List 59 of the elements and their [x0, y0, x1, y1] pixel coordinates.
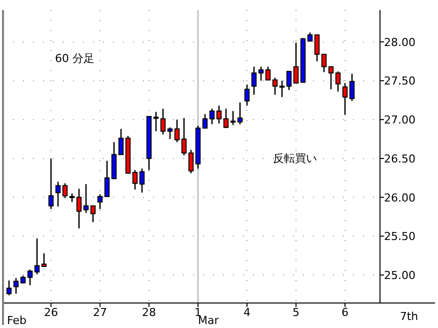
candlestick: [104, 160, 110, 198]
candlestick: [41, 252, 47, 268]
x-tick-label: 26: [44, 306, 58, 319]
y-tick-label: 27.00: [384, 114, 416, 127]
candlestick: [188, 149, 194, 174]
candlestick: [6, 280, 12, 296]
annotation: 反転買い: [273, 152, 317, 165]
candlestick: [258, 66, 264, 82]
candlestick: [62, 182, 68, 199]
candlestick: [314, 34, 320, 62]
candlestick: [13, 277, 19, 294]
y-tick-label: 28.00: [384, 36, 416, 49]
x-tick-label: 28: [142, 306, 156, 319]
candlestick: [34, 238, 40, 275]
candlestick: [328, 66, 334, 90]
x-tick-label: 27: [93, 306, 108, 319]
candlestick: [216, 104, 222, 124]
candlestick: [90, 205, 96, 223]
candlestick: [132, 169, 138, 190]
candlestick: [223, 108, 229, 129]
candlestick: [251, 66, 257, 96]
candlestick: [97, 194, 103, 210]
y-tick-label: 25.00: [384, 269, 416, 282]
candlestick: [265, 66, 271, 81]
candlestick: [48, 158, 54, 210]
candlestick: [153, 111, 159, 132]
candlestick: [293, 42, 299, 84]
candlestick: [342, 82, 348, 116]
candlestick: [174, 118, 180, 143]
text: Feb: [7, 314, 26, 327]
x-tick-label: 5: [292, 306, 300, 319]
x-tick-label: 6: [342, 306, 348, 319]
candlestick: [279, 80, 285, 98]
y-tick-label: 27.50: [384, 74, 416, 88]
y-tick-label: 26.00: [384, 191, 416, 204]
candlestick: [167, 126, 173, 140]
candlestick: [335, 70, 341, 92]
candlestick: [244, 84, 250, 106]
annotation: 60 分足: [55, 52, 94, 65]
candlestick: [139, 168, 145, 194]
x-tick-label: 4: [244, 306, 251, 319]
candlestick: [321, 54, 327, 73]
candlestick: [202, 113, 208, 129]
candlestick: [55, 181, 61, 208]
candlestick: [272, 76, 278, 96]
candlestick: [83, 183, 89, 214]
candlestick: [118, 128, 124, 156]
candlestick: [27, 268, 33, 286]
candlestick: [230, 110, 236, 126]
candlestick: [349, 73, 355, 102]
candlestick: [181, 117, 187, 156]
candlestick: [160, 108, 166, 135]
candlestick: [286, 70, 292, 91]
y-tick-label: 25.50: [384, 230, 416, 244]
candlestick: [76, 188, 82, 230]
text: 7th: [400, 310, 418, 323]
candlestick: [209, 108, 215, 125]
candlestick: [237, 102, 243, 125]
y-tick-label: 26.50: [384, 152, 416, 166]
